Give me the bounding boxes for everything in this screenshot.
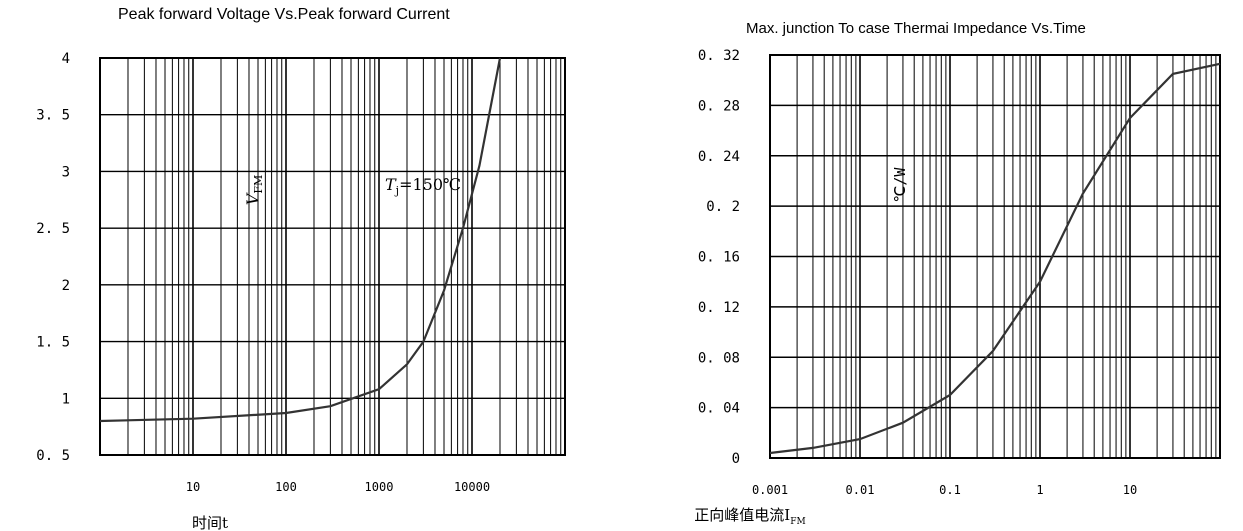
y-axis-label: VFM	[243, 175, 265, 205]
plot-frame	[769, 54, 1221, 459]
x-tick-label: 1	[1036, 483, 1043, 497]
x-tick-label: 0.1	[939, 483, 961, 497]
y-tick-label: 2	[62, 278, 70, 294]
x-tick-label: 10000	[454, 480, 490, 494]
left-chart-title: Peak forward Voltage Vs.Peak forward Cur…	[118, 6, 450, 23]
x-tick-label: 0.01	[846, 483, 875, 497]
y-tick-label: 0. 04	[698, 401, 740, 417]
x-axis-label: 时间t	[192, 514, 228, 531]
plot-frame	[99, 57, 566, 456]
y-tick-label: 0. 32	[698, 48, 740, 64]
y-tick-label: 3	[62, 164, 70, 180]
temperature-annotation: Tj=150℃	[385, 175, 461, 197]
left-chart: 0. 5 1 1. 5 2 2. 5 3 3. 5 4 10 100 1000 10000 VFM Tj=…	[36, 51, 805, 527]
y-tick-label: 0. 2	[706, 199, 740, 215]
y-tick-label: 0	[732, 451, 740, 467]
y-tick-label: 0. 28	[698, 98, 740, 114]
x-axis-label: 正向峰值电流IFM	[694, 506, 805, 527]
y-tick-label: 0. 16	[698, 250, 740, 266]
y-tick-label: 2. 5	[36, 221, 70, 237]
right-chart: 0 0. 04 0. 08 0. 12 0. 16 0. 2 0. 24 0. 28 0. 32…	[192, 48, 1221, 531]
y-axis-label: ℃/W	[891, 167, 909, 203]
y-tick-label: 4	[62, 51, 70, 67]
y-tick-label: 3. 5	[36, 108, 70, 124]
y-tick-label: 0. 24	[698, 149, 740, 165]
y-tick-label: 1. 5	[36, 335, 70, 351]
x-tick-label: 100	[275, 480, 297, 494]
y-tick-label: 1	[62, 391, 70, 407]
y-tick-label: 0. 08	[698, 350, 740, 366]
x-tick-label: 1000	[365, 480, 394, 494]
y-tick-label: 0. 5	[36, 448, 70, 464]
series-line	[769, 62, 1221, 455]
x-tick-label: 10	[186, 480, 200, 494]
right-chart-title: Max. junction To case Thermai Impedance …	[746, 20, 1086, 37]
x-tick-label: 10	[1123, 483, 1137, 497]
y-tick-label: 0. 12	[698, 300, 740, 316]
x-tick-label: 0.001	[752, 483, 788, 497]
series-line	[99, 57, 502, 423]
